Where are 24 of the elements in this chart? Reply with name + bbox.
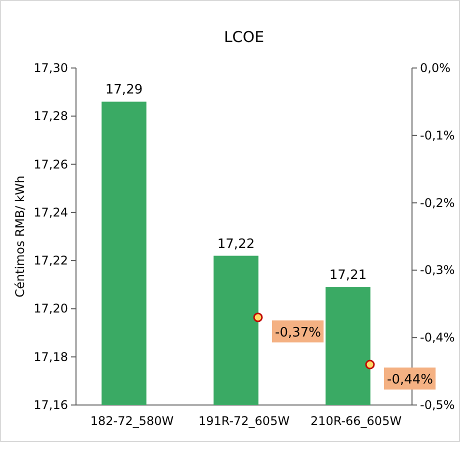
y-tick-label: 17,30: [34, 61, 68, 75]
y2-tick-label: -0,5%: [420, 398, 455, 412]
y-tick-label: 17,20: [34, 302, 68, 316]
x-tick-label: 182-72_580W: [90, 414, 174, 428]
y2-tick-label: -0,2%: [420, 196, 455, 210]
data-label: 17,22: [217, 236, 255, 252]
y-tick-label: 17,24: [34, 205, 68, 220]
x-tick-label: 210R-66_605W: [310, 414, 402, 428]
data-label: -0,37%: [275, 325, 321, 340]
y2-tick-label: -0,3%: [420, 263, 455, 278]
y2-tick-label: -0,1%: [420, 128, 455, 142]
data-label: -0,44%: [387, 372, 433, 388]
chart-title: LCOE: [224, 28, 264, 46]
data-label: 17,29: [105, 82, 143, 98]
x-tick-label: 191R-72_605W: [198, 414, 290, 428]
y-axis-title: Céntimos RMB/ kWh: [13, 176, 27, 298]
y-tick-label: 17,18: [34, 350, 68, 364]
y2-tick-label: 0,0%: [420, 61, 450, 75]
data-label: 17,21: [329, 268, 367, 284]
y-tick-label: 17,16: [34, 398, 68, 412]
y-tick-label: 17,22: [34, 254, 68, 268]
y-tick-label: 17,26: [34, 157, 68, 172]
y2-tick-label: -0,4%: [420, 330, 455, 345]
y-tick-label: 17,28: [34, 109, 68, 124]
